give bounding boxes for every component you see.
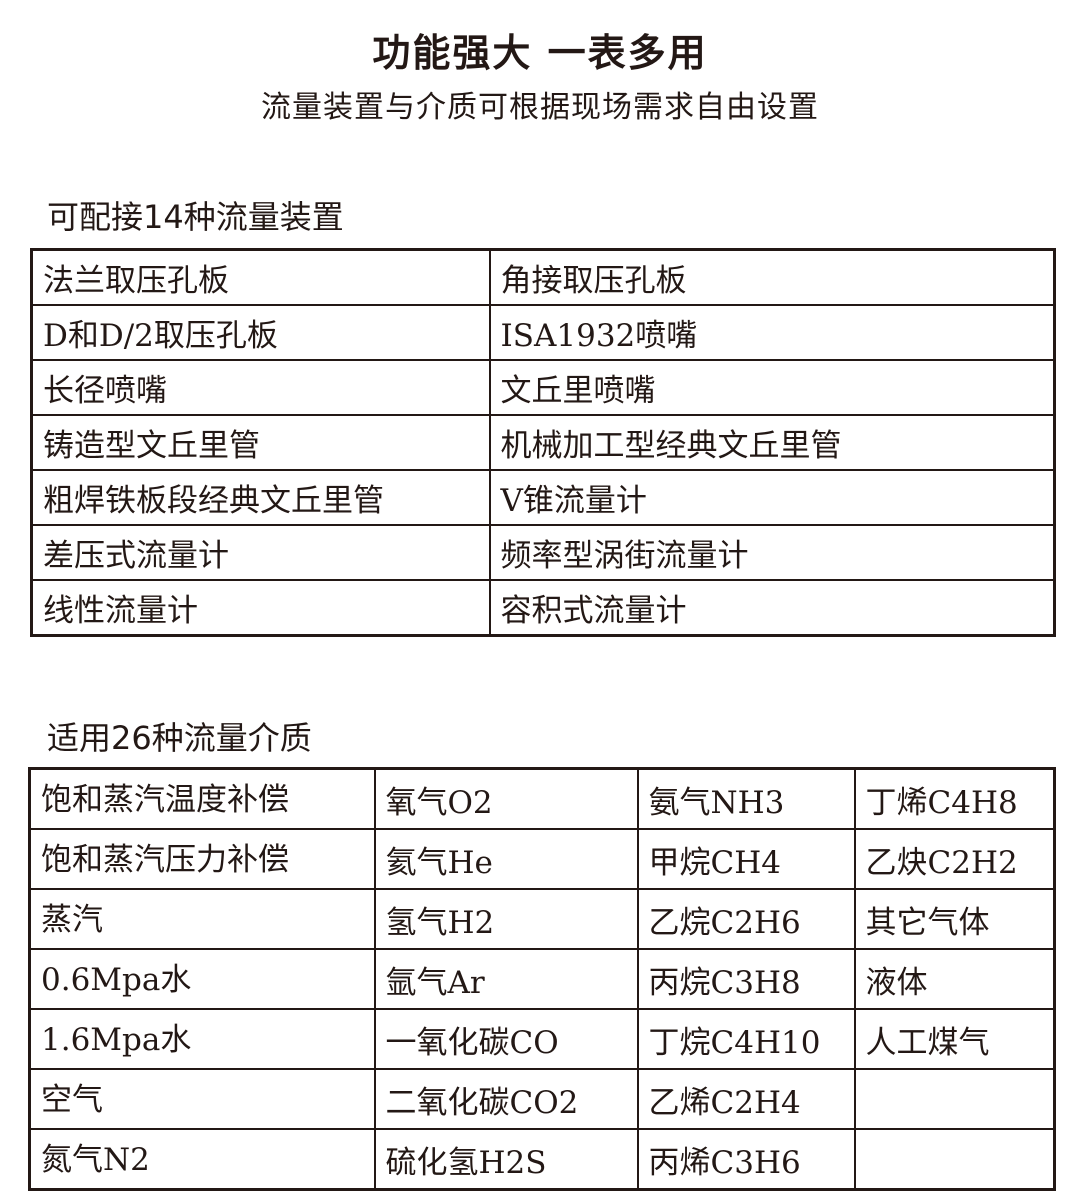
table-cell: 饱和蒸汽压力补偿 bbox=[28, 828, 376, 890]
table-cell: 0.6Mpa水 bbox=[28, 948, 376, 1010]
table-cell: 乙烯C2H4 bbox=[636, 1068, 856, 1130]
table-cell: 甲烷CH4 bbox=[636, 828, 856, 890]
page-subtitle: 流量装置与介质可根据现场需求自由设置 bbox=[261, 90, 819, 125]
table-cell: 硫化氢H2S bbox=[373, 1128, 639, 1191]
table-row: 差压式流量计 频率型涡街流量计 bbox=[30, 524, 1056, 581]
page-title: 功能强大 一表多用 bbox=[372, 31, 708, 75]
table-cell: 丁烷C4H10 bbox=[636, 1008, 856, 1070]
table-cell: 文丘里喷嘴 bbox=[488, 359, 1056, 416]
table-row: 饱和蒸汽压力补偿 氦气He 甲烷CH4 乙炔C2H2 bbox=[28, 828, 1056, 890]
table-row: 1.6Mpa水 一氧化碳CO 丁烷C4H10 人工煤气 bbox=[28, 1008, 1056, 1070]
table-cell: 氦气He bbox=[373, 828, 639, 890]
table-cell: 蒸汽 bbox=[28, 888, 376, 950]
table-row: 法兰取压孔板 角接取压孔板 bbox=[30, 248, 1056, 306]
table-cell: 法兰取压孔板 bbox=[30, 248, 491, 306]
table-row: 氮气N2 硫化氢H2S 丙烯C3H6 bbox=[28, 1128, 1056, 1191]
table-cell: 1.6Mpa水 bbox=[28, 1008, 376, 1070]
table-row: 长径喷嘴 文丘里喷嘴 bbox=[30, 359, 1056, 416]
table-row: 粗焊铁板段经典文丘里管 V锥流量计 bbox=[30, 469, 1056, 526]
table-row: 铸造型文丘里管 机械加工型经典文丘里管 bbox=[30, 414, 1056, 471]
table-cell bbox=[853, 1128, 1056, 1191]
table-cell: 机械加工型经典文丘里管 bbox=[488, 414, 1056, 471]
table-cell: 乙炔C2H2 bbox=[853, 828, 1056, 890]
media-table: 饱和蒸汽温度补偿 氧气O2 氨气NH3 丁烯C4H8 饱和蒸汽压力补偿 氦气He 甲烷CH4… bbox=[28, 767, 1056, 1191]
table-cell: ISA1932喷嘴 bbox=[488, 304, 1056, 361]
table-row: 线性流量计 容积式流量计 bbox=[30, 579, 1056, 637]
table-cell: 铸造型文丘里管 bbox=[30, 414, 491, 471]
table-cell: V锥流量计 bbox=[488, 469, 1056, 526]
table-cell: 氩气Ar bbox=[373, 948, 639, 1010]
table-cell: 氢气H2 bbox=[373, 888, 639, 950]
table-cell: 饱和蒸汽温度补偿 bbox=[28, 767, 376, 830]
table-cell: 氧气O2 bbox=[373, 767, 639, 830]
table-cell: 线性流量计 bbox=[30, 579, 491, 637]
table-row: 蒸汽 氢气H2 乙烷C2H6 其它气体 bbox=[28, 888, 1056, 950]
table-cell: 空气 bbox=[28, 1068, 376, 1130]
table-row: 空气 二氧化碳CO2 乙烯C2H4 bbox=[28, 1068, 1056, 1130]
table-cell: 其它气体 bbox=[853, 888, 1056, 950]
table-cell: 容积式流量计 bbox=[488, 579, 1056, 637]
media-heading: 适用26种流量介质 bbox=[47, 719, 312, 757]
table-cell: 丙烷C3H8 bbox=[636, 948, 856, 1010]
table-cell bbox=[853, 1068, 1056, 1130]
table-cell: 角接取压孔板 bbox=[488, 248, 1056, 306]
table-cell: 液体 bbox=[853, 948, 1056, 1010]
table-cell: 粗焊铁板段经典文丘里管 bbox=[30, 469, 491, 526]
table-row: 0.6Mpa水 氩气Ar 丙烷C3H8 液体 bbox=[28, 948, 1056, 1010]
table-cell: 丁烯C4H8 bbox=[853, 767, 1056, 830]
devices-table: 法兰取压孔板 角接取压孔板 D和D/2取压孔板 ISA1932喷嘴 长径喷嘴 文丘里喷嘴铸… bbox=[30, 248, 1056, 637]
table-cell: 一氧化碳CO bbox=[373, 1008, 639, 1070]
table-row: D和D/2取压孔板 ISA1932喷嘴 bbox=[30, 304, 1056, 361]
table-cell: 氨气NH3 bbox=[636, 767, 856, 830]
devices-heading: 可配接14种流量装置 bbox=[47, 198, 344, 236]
table-cell: 氮气N2 bbox=[28, 1128, 376, 1191]
table-cell: 长径喷嘴 bbox=[30, 359, 491, 416]
table-cell: 人工煤气 bbox=[853, 1008, 1056, 1070]
table-row: 饱和蒸汽温度补偿 氧气O2 氨气NH3 丁烯C4H8 bbox=[28, 767, 1056, 830]
table-cell: 乙烷C2H6 bbox=[636, 888, 856, 950]
table-cell: D和D/2取压孔板 bbox=[30, 304, 491, 361]
table-cell: 二氧化碳CO2 bbox=[373, 1068, 639, 1130]
table-cell: 频率型涡街流量计 bbox=[488, 524, 1056, 581]
table-cell: 差压式流量计 bbox=[30, 524, 491, 581]
table-cell: 丙烯C3H6 bbox=[636, 1128, 856, 1191]
